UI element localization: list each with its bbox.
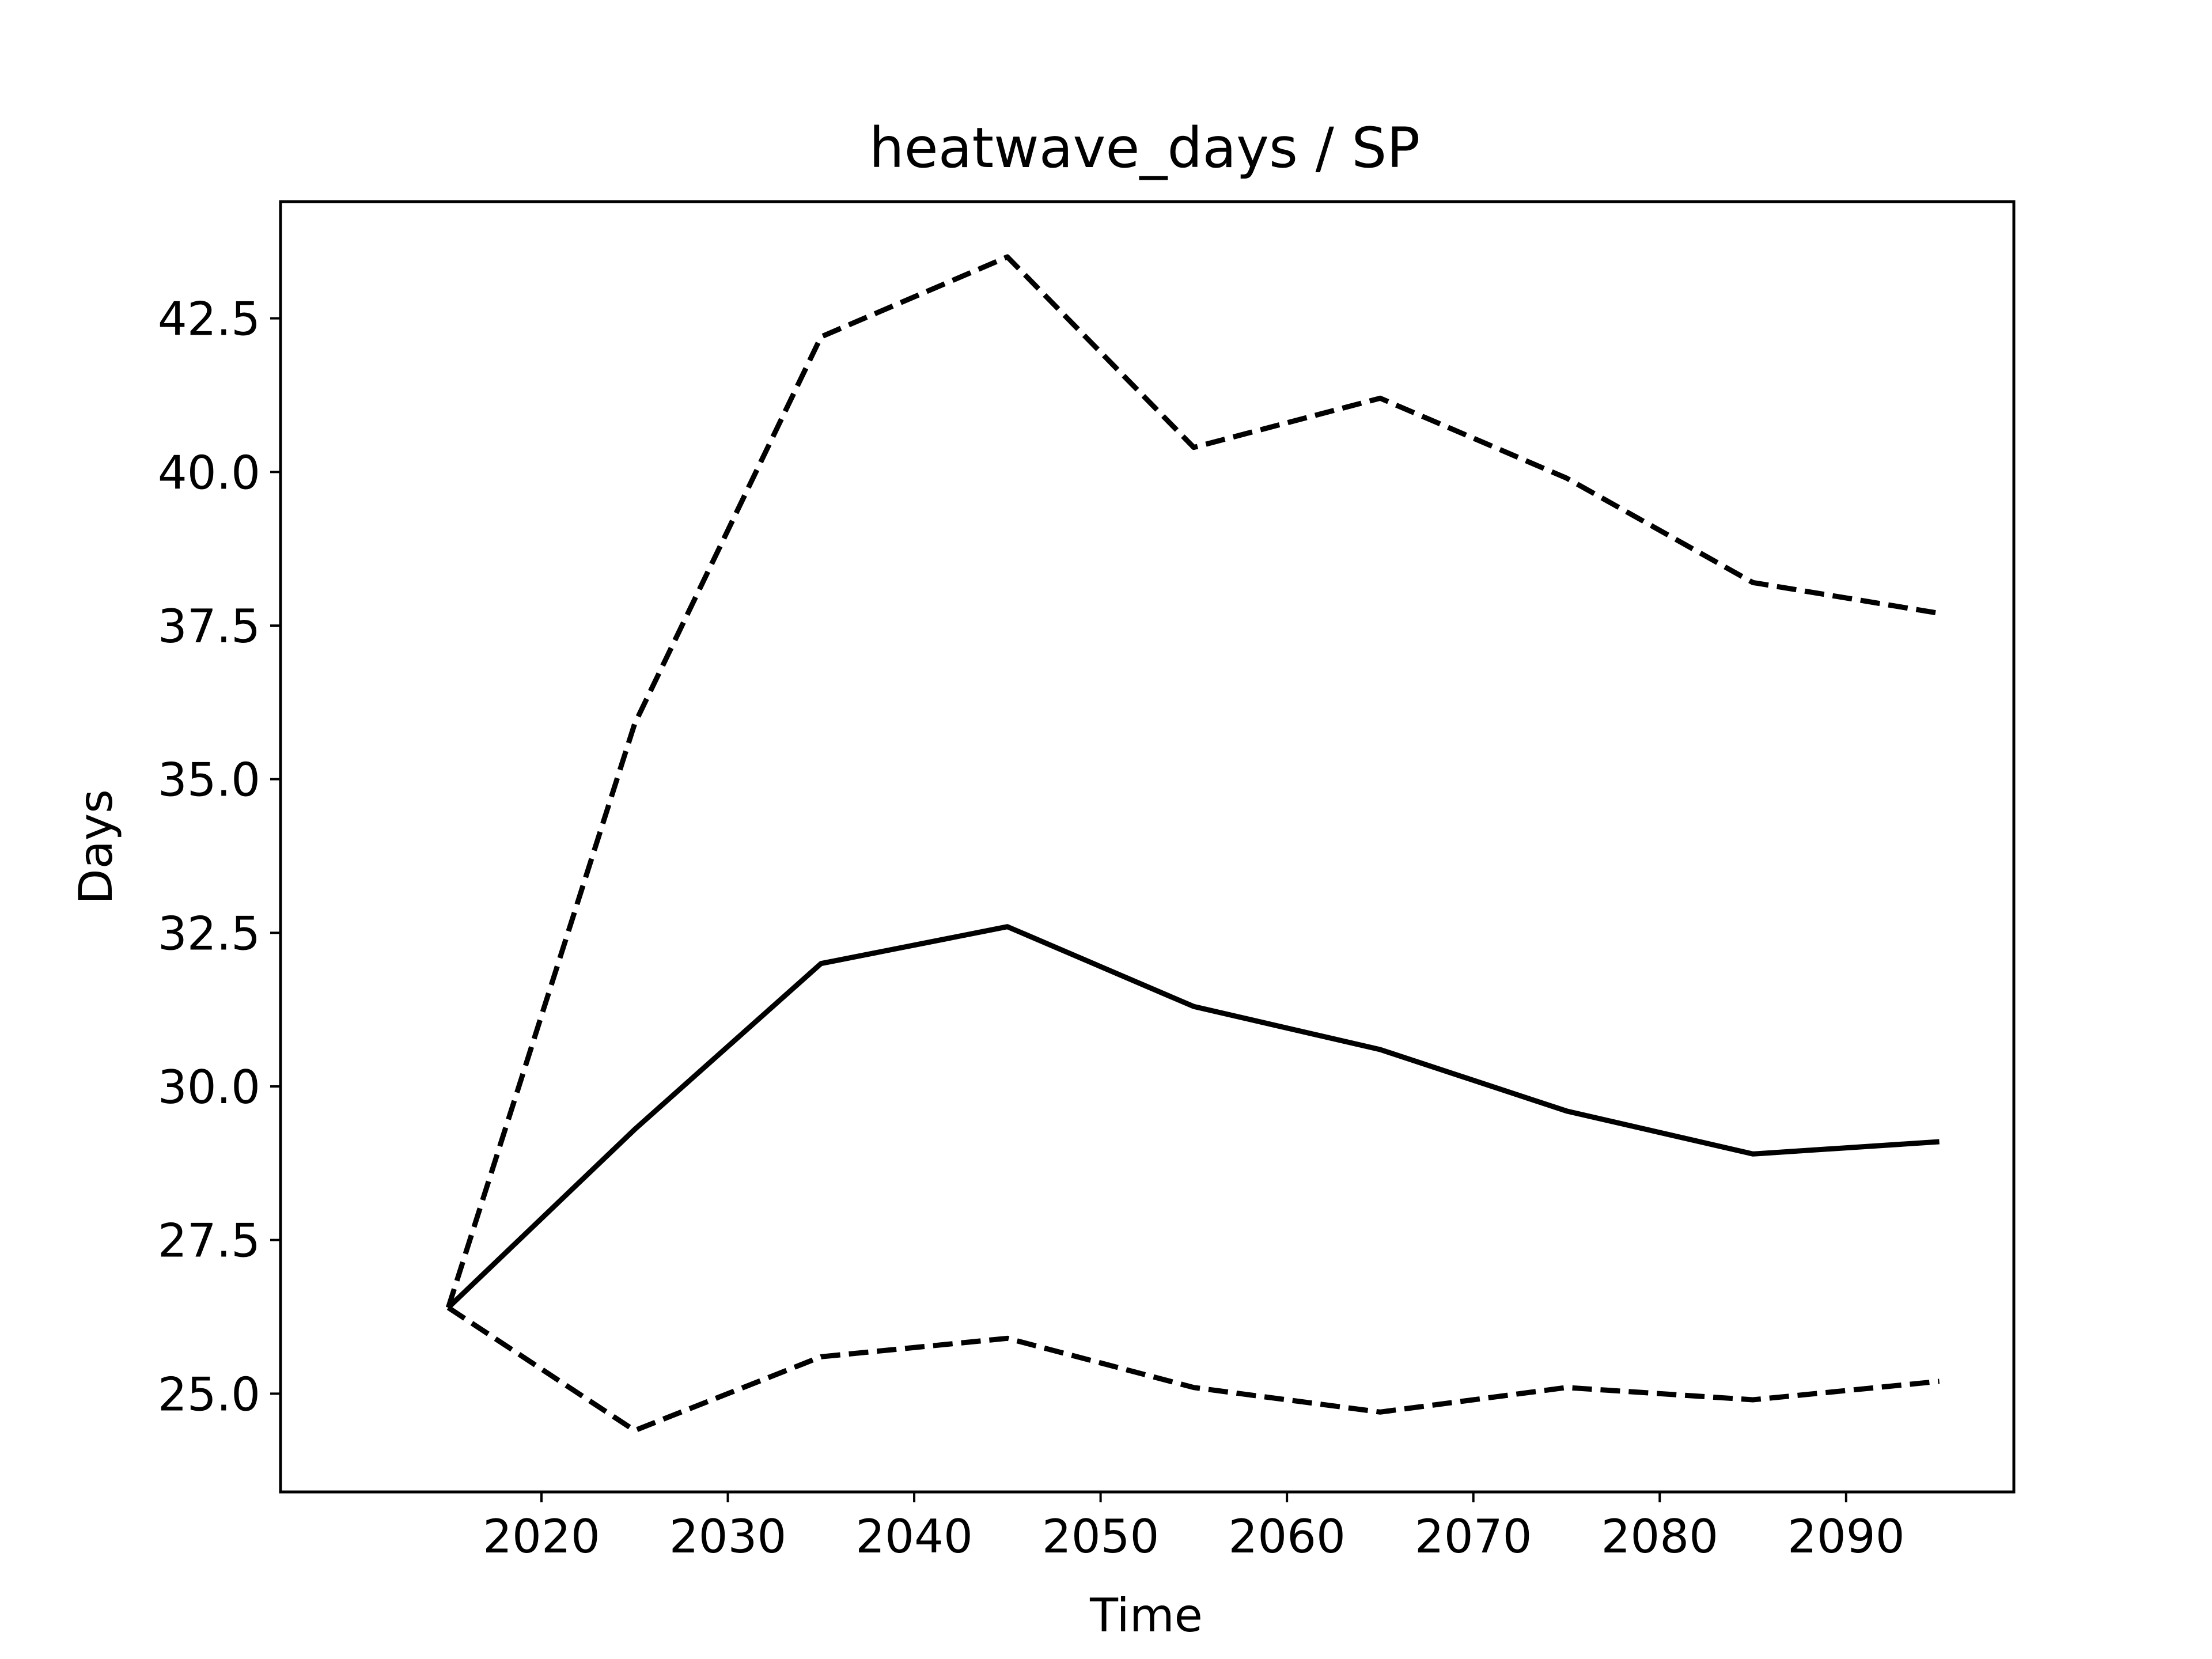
y-tick-label: 32.5 xyxy=(158,907,260,960)
y-tick-label: 42.5 xyxy=(158,293,260,346)
y-tick-label: 25.0 xyxy=(158,1368,260,1421)
upper-bound-dashed-line xyxy=(445,254,1940,1309)
chart-title: heatwave_days / SP xyxy=(869,116,1420,180)
y-axis-ticks: 25.0 27.5 30.0 32.5 35.0 37.5 40.0 42.5 xyxy=(158,293,281,1421)
x-tick-label: 2020 xyxy=(483,1510,600,1563)
lower-bound-dashed-line xyxy=(446,1305,1940,1433)
y-tick-label: 37.5 xyxy=(158,600,260,653)
x-tick-label: 2060 xyxy=(1228,1510,1346,1563)
y-tick-label: 35.0 xyxy=(158,753,260,807)
x-tick-label: 2030 xyxy=(669,1510,787,1563)
plot-area-frame xyxy=(279,200,2016,1494)
y-axis-label: Days xyxy=(69,789,123,904)
y-tick-label: 30.0 xyxy=(158,1060,260,1114)
x-tick-label: 2080 xyxy=(1601,1510,1718,1563)
x-tick-label: 2040 xyxy=(855,1510,973,1563)
y-tick-label: 40.0 xyxy=(158,446,260,499)
x-tick-label: 2070 xyxy=(1415,1510,1532,1563)
y-tick-label: 27.5 xyxy=(158,1214,260,1268)
median-solid-line xyxy=(446,924,1940,1310)
x-axis-label: Time xyxy=(1089,1589,1203,1642)
series-layer xyxy=(445,254,1940,1433)
x-axis-ticks: 2020 2030 2040 2050 2060 2070 2080 2090 xyxy=(483,1492,1905,1563)
x-tick-label: 2050 xyxy=(1042,1510,1160,1563)
x-tick-label: 2090 xyxy=(1787,1510,1905,1563)
